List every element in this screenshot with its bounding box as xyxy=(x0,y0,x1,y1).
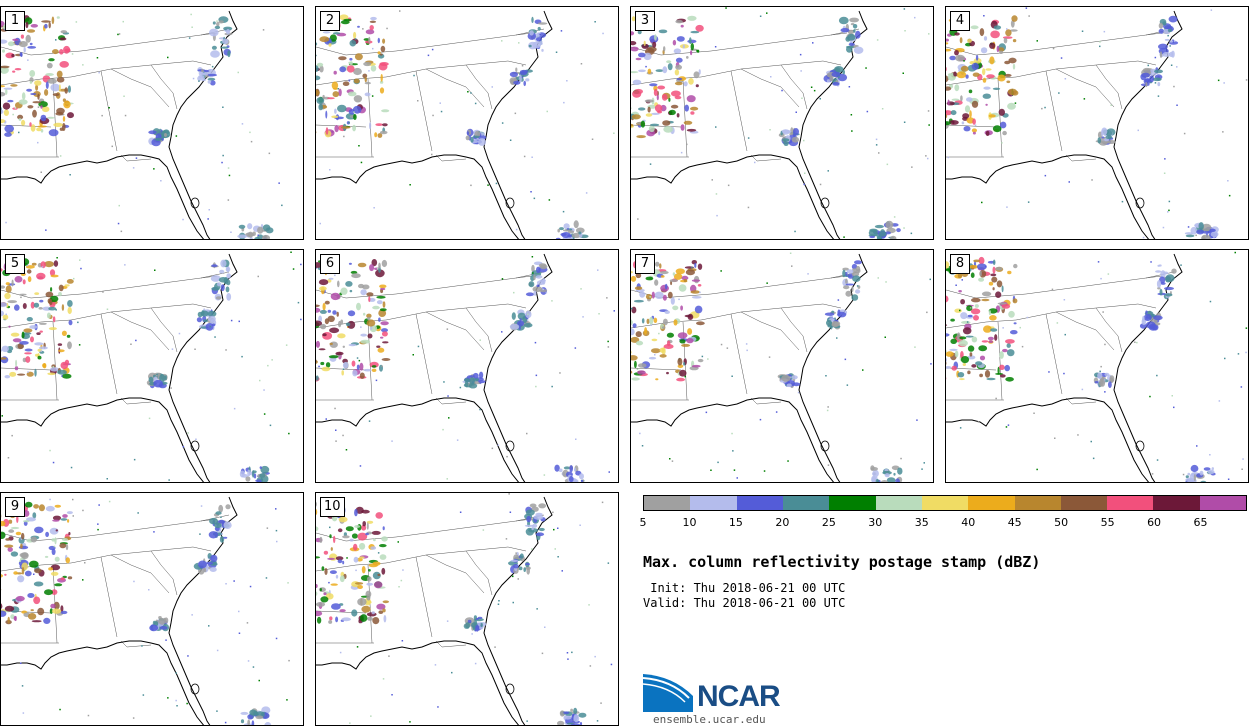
colorbar-tick-label: 25 xyxy=(821,516,836,529)
panel-label: 4 xyxy=(950,11,970,31)
map-4 xyxy=(946,7,1248,239)
colorbar-tick-label: 55 xyxy=(1100,516,1115,529)
panel-label: 1 xyxy=(5,11,25,31)
colorbar-tick-label: 60 xyxy=(1147,516,1162,529)
colorbar-tick-label: 5 xyxy=(639,516,647,529)
panel-6: 6 xyxy=(315,249,619,483)
panel-1: 1 xyxy=(0,6,304,240)
ncar-url: ensemble.ucar.edu xyxy=(653,713,766,726)
panel-label: 9 xyxy=(5,497,25,517)
panel-label: 3 xyxy=(635,11,655,31)
colorbar-segment xyxy=(782,496,830,510)
colorbar-segment xyxy=(921,496,969,510)
colorbar-tick-label: 50 xyxy=(1054,516,1069,529)
colorbar-segment xyxy=(1107,496,1154,510)
colorbar-segment xyxy=(736,496,783,510)
map-1 xyxy=(1,10,283,239)
map-7 xyxy=(631,252,932,482)
colorbar-segment xyxy=(1153,496,1200,510)
map-10 xyxy=(316,493,613,725)
colorbar-segment xyxy=(968,496,1015,510)
map-3 xyxy=(631,7,930,239)
colorbar-segment xyxy=(1014,496,1061,510)
colorbar-segment xyxy=(1199,496,1247,510)
colorbar-segment xyxy=(875,496,922,510)
panel-3: 3 xyxy=(630,6,934,240)
valid-time: Valid: Thu 2018-06-21 00 UTC xyxy=(643,596,846,610)
panel-10: 10 xyxy=(315,492,619,726)
colorbar-segment xyxy=(1060,496,1108,510)
init-time: Init: Thu 2018-06-21 00 UTC xyxy=(643,581,846,595)
panel-label: 7 xyxy=(635,254,655,274)
panel-5: 5 xyxy=(0,249,304,483)
reflectivity-colorbar xyxy=(643,495,1247,511)
panel-2: 2 xyxy=(315,6,619,240)
plot-title: Max. column reflectivity postage stamp (… xyxy=(643,553,1041,571)
ncar-logo-icon xyxy=(643,674,693,712)
panel-8: 8 xyxy=(945,249,1249,483)
colorbar-tick-label: 65 xyxy=(1193,516,1208,529)
panel-label: 8 xyxy=(950,254,970,274)
panel-label: 5 xyxy=(5,254,25,274)
colorbar-tick-label: 30 xyxy=(868,516,883,529)
map-9 xyxy=(1,496,290,725)
panel-4: 4 xyxy=(945,6,1249,240)
colorbar-tick-label: 35 xyxy=(914,516,929,529)
panel-label: 10 xyxy=(320,497,345,517)
colorbar-tick-label: 15 xyxy=(728,516,743,529)
map-8 xyxy=(946,251,1248,482)
ncar-logo-text: NCAR xyxy=(697,680,781,713)
colorbar-tick-label: 10 xyxy=(682,516,697,529)
map-2 xyxy=(316,10,615,239)
map-6 xyxy=(316,253,615,482)
panel-label: 6 xyxy=(320,254,340,274)
colorbar-tick-label: 40 xyxy=(961,516,976,529)
panel-7: 7 xyxy=(630,249,934,483)
colorbar-segment xyxy=(690,496,737,510)
colorbar-tick-label: 45 xyxy=(1007,516,1022,529)
colorbar-segment xyxy=(644,496,691,510)
colorbar-tick-label: 20 xyxy=(775,516,790,529)
colorbar-segment xyxy=(829,496,876,510)
panel-label: 2 xyxy=(320,11,340,31)
panel-9: 9 xyxy=(0,492,304,726)
map-5 xyxy=(1,251,302,482)
